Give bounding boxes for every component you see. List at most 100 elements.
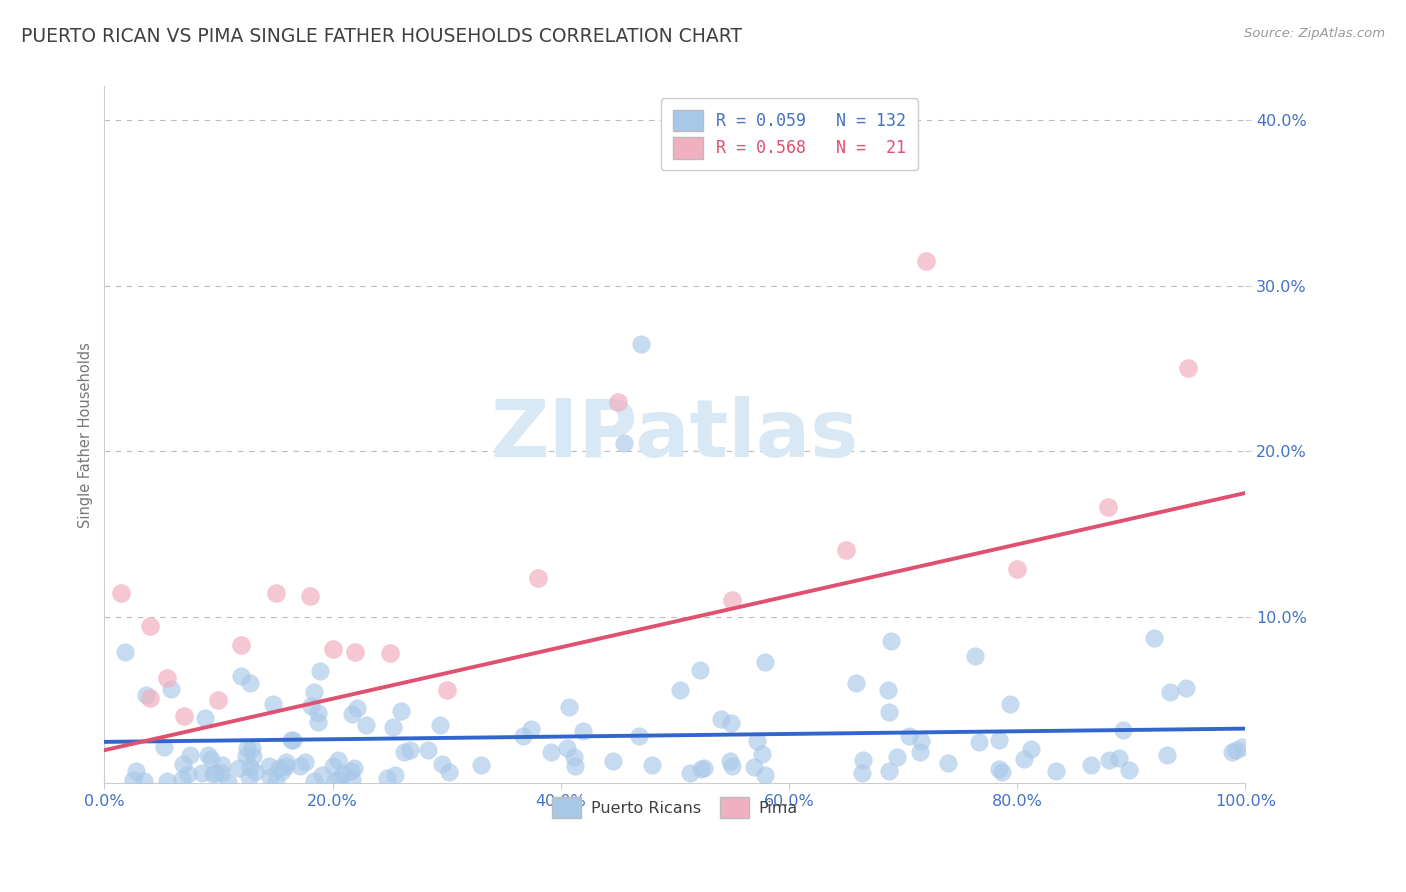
Point (963, 648, 986, 663)
Point (139, 618, 162, 632)
Point (344, 645, 367, 659)
Point (156, 671, 179, 685)
Point (381, 720, 404, 734)
Point (936, 756, 959, 770)
Point (179, 747, 201, 762)
Point (378, 646, 401, 660)
Point (269, 761, 291, 775)
Point (392, 745, 415, 759)
Point (845, 675, 868, 690)
Point (311, 768, 333, 782)
Point (1230, 740, 1253, 755)
Point (343, 761, 366, 775)
Point (886, 749, 908, 764)
Point (375, 772, 398, 786)
Point (721, 593, 744, 607)
Point (641, 758, 664, 772)
Point (1143, 632, 1166, 646)
Point (236, 741, 259, 756)
Point (754, 655, 776, 669)
Point (135, 688, 157, 702)
Point (1014, 752, 1036, 766)
Point (835, 542, 858, 557)
Point (307, 706, 329, 720)
Point (1112, 723, 1135, 737)
Point (328, 773, 350, 788)
Point (877, 705, 900, 719)
Point (527, 571, 550, 585)
Point (194, 711, 217, 725)
Point (630, 336, 652, 351)
Point (156, 774, 179, 789)
Point (991, 765, 1014, 780)
Point (177, 767, 200, 781)
Point (170, 772, 193, 787)
Point (238, 770, 260, 784)
Point (125, 764, 148, 778)
Point (384, 767, 406, 781)
Point (309, 665, 332, 679)
Point (207, 692, 229, 706)
Point (229, 669, 252, 683)
Point (689, 663, 711, 677)
Point (346, 701, 368, 715)
Point (720, 715, 742, 730)
Point (416, 742, 439, 756)
Point (257, 759, 280, 773)
Point (721, 758, 744, 772)
Point (742, 760, 765, 774)
Point (910, 734, 932, 748)
Point (323, 773, 346, 788)
Point (211, 766, 233, 780)
Point (339, 764, 361, 779)
Y-axis label: Single Father Households: Single Father Households (79, 342, 93, 528)
Point (1156, 748, 1178, 763)
Point (239, 760, 262, 774)
Point (1045, 764, 1067, 779)
Point (242, 748, 264, 763)
Point (340, 772, 363, 787)
Point (602, 754, 624, 768)
Point (572, 724, 595, 739)
Point (228, 761, 250, 775)
Point (876, 683, 898, 698)
Point (201, 767, 224, 781)
Point (114, 645, 136, 659)
Point (880, 634, 903, 648)
Point (1098, 753, 1121, 767)
Point (1118, 763, 1140, 777)
Point (540, 746, 562, 760)
Point (294, 756, 316, 770)
Point (693, 761, 716, 775)
Point (558, 700, 581, 714)
Point (264, 585, 287, 599)
Point (332, 766, 354, 780)
Point (606, 395, 628, 409)
Point (235, 749, 257, 764)
Point (276, 758, 298, 772)
Point (1019, 742, 1042, 756)
Point (153, 739, 176, 754)
Point (512, 729, 534, 743)
Point (612, 436, 634, 450)
Point (172, 757, 194, 772)
Point (710, 712, 733, 726)
Point (240, 741, 263, 756)
Point (436, 682, 458, 697)
Point (259, 770, 281, 784)
Point (389, 705, 412, 719)
Point (879, 764, 901, 778)
Point (562, 750, 585, 764)
Point (852, 753, 875, 767)
Point (191, 766, 214, 780)
Point (437, 764, 460, 779)
Point (280, 733, 302, 747)
Point (1225, 743, 1247, 757)
Point (679, 766, 702, 780)
Text: ZIPatlas: ZIPatlas (491, 396, 859, 474)
Point (160, 682, 183, 697)
Point (557, 740, 579, 755)
Text: PUERTO RICAN VS PIMA SINGLE FATHER HOUSEHOLDS CORRELATION CHART: PUERTO RICAN VS PIMA SINGLE FATHER HOUSE… (21, 27, 742, 45)
Point (211, 757, 233, 772)
Point (276, 755, 298, 769)
